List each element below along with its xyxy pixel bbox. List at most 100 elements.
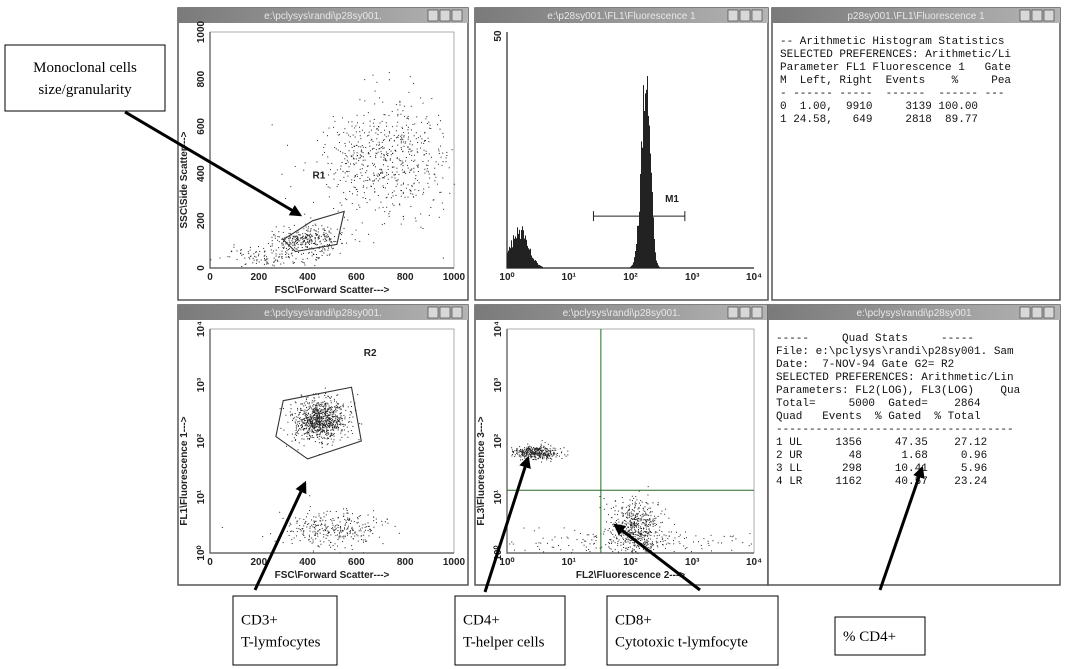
event-dot — [286, 252, 288, 254]
event-dot — [300, 394, 302, 396]
event-dot — [640, 530, 642, 532]
event-dot — [638, 532, 640, 534]
y-tick-label: 10⁴ — [493, 321, 504, 337]
event-dot — [297, 407, 299, 409]
event-dot — [271, 240, 273, 242]
event-dot — [291, 433, 293, 435]
event-dot — [298, 528, 300, 530]
event-dot — [313, 426, 315, 428]
event-dot — [353, 150, 355, 152]
event-dot — [640, 500, 642, 502]
event-dot — [344, 524, 346, 526]
event-dot — [527, 451, 529, 453]
event-dot — [323, 233, 325, 235]
event-dot — [368, 233, 370, 235]
event-dot — [381, 524, 383, 526]
event-dot — [293, 242, 295, 244]
event-dot — [354, 145, 356, 147]
histogram-bar — [542, 266, 543, 268]
event-dot — [635, 496, 637, 498]
event-dot — [326, 423, 328, 425]
event-dot — [674, 523, 676, 525]
plot-box — [506, 328, 755, 554]
event-dot — [285, 253, 287, 255]
event-dot — [583, 544, 585, 546]
event-dot — [306, 433, 308, 435]
event-dot — [621, 512, 623, 514]
event-dot — [383, 114, 385, 116]
event-dot — [430, 156, 432, 158]
event-dot — [334, 426, 336, 428]
event-dot — [314, 223, 316, 225]
event-dot — [313, 397, 315, 399]
event-dot — [439, 128, 441, 130]
event-dot — [325, 534, 327, 536]
event-dot — [312, 405, 314, 407]
event-dot — [421, 138, 423, 140]
event-dot — [544, 447, 546, 449]
event-dot — [526, 451, 528, 453]
event-dot — [327, 403, 329, 405]
event-dot — [636, 524, 638, 526]
event-dot — [408, 136, 410, 138]
event-dot — [317, 402, 319, 404]
event-dot — [322, 239, 324, 241]
x-tick-label: 400 — [299, 272, 316, 283]
event-dot — [315, 426, 317, 428]
event-dot — [646, 521, 648, 523]
event-dot — [520, 456, 522, 458]
event-dot — [361, 222, 363, 224]
event-dot — [617, 545, 619, 547]
event-dot — [279, 408, 281, 410]
event-dot — [535, 448, 537, 450]
event-dot — [648, 519, 650, 521]
event-dot — [351, 528, 353, 530]
event-dot — [318, 433, 320, 435]
event-dot — [423, 149, 425, 151]
event-dot — [356, 534, 358, 536]
event-dot — [327, 249, 329, 251]
event-dot — [565, 455, 567, 457]
histogram-bar — [539, 265, 540, 268]
event-dot — [360, 530, 362, 532]
event-dot — [310, 217, 312, 219]
event-dot — [323, 252, 325, 254]
event-dot — [622, 537, 624, 539]
event-dot — [631, 521, 633, 523]
event-dot — [297, 238, 299, 240]
event-dot — [326, 409, 328, 411]
event-dot — [664, 513, 666, 515]
event-dot — [550, 451, 552, 453]
event-dot — [311, 421, 313, 423]
event-dot — [334, 419, 336, 421]
event-dot — [679, 543, 681, 545]
event-dot — [657, 546, 659, 548]
event-dot — [341, 242, 343, 244]
event-dot — [318, 515, 320, 517]
event-dot — [314, 265, 316, 267]
event-dot — [322, 131, 324, 133]
event-dot — [281, 256, 283, 258]
stats-line: 3 LL 298 10.41 5.96 — [776, 463, 987, 475]
event-dot — [313, 417, 315, 419]
event-dot — [527, 448, 529, 450]
event-dot — [550, 453, 552, 455]
event-dot — [638, 507, 640, 509]
event-dot — [634, 538, 636, 540]
event-dot — [649, 524, 651, 526]
event-dot — [307, 420, 309, 422]
event-dot — [650, 515, 652, 517]
event-dot — [394, 174, 396, 176]
event-dot — [294, 239, 296, 241]
event-dot — [293, 417, 295, 419]
event-dot — [368, 535, 370, 537]
histogram-bar — [509, 246, 510, 268]
event-dot — [382, 101, 384, 103]
event-dot — [638, 520, 640, 522]
event-dot — [290, 404, 292, 406]
event-dot — [552, 450, 554, 452]
event-dot — [650, 511, 652, 513]
event-dot — [311, 400, 313, 402]
event-dot — [631, 527, 633, 529]
